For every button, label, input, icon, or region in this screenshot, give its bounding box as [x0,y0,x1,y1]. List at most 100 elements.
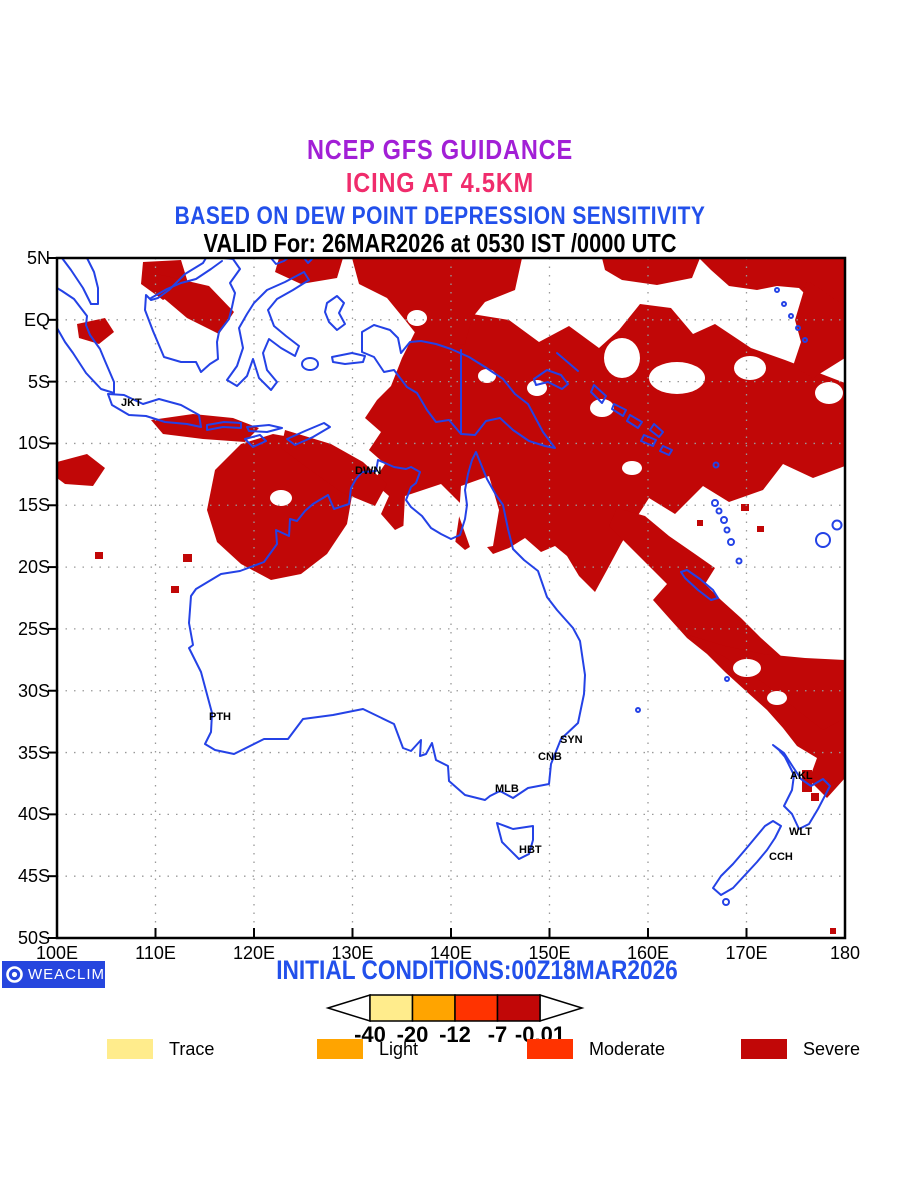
border-borneo [150,260,223,299]
map-frame [55,256,847,940]
coast-new-guinea [361,324,556,449]
lon-tick-label: 100E [35,943,79,963]
legend-label: Severe [803,1038,861,1059]
coast-vanuatu-6 [735,557,743,565]
city-label-pth: PTH [209,711,231,723]
map-plot: JKT DWN PTH SYN CNB MLB HBT AKL WLT CCH [48,256,847,940]
lon-tick-label: 170E [725,943,768,963]
coast-buru [301,357,319,371]
legend-item: Severe [741,1039,860,1059]
coast-solomons [611,403,673,456]
coast-sumba [244,434,267,448]
colorbar-tick-label: -12 [439,1022,471,1047]
axis-ticks [48,257,846,939]
city-label-mlb: MLB [495,783,519,795]
lon-tick-label: 180 [829,943,861,963]
lat-tick-label: 5N [26,248,50,268]
coast-seram [331,352,366,365]
lon-tick-label: 150E [528,943,571,963]
page-subtitle: ICING AT 4.5KM [345,167,535,198]
coast-lord-howe [635,707,641,713]
coast-vanuatu-5 [727,538,735,546]
coast-mindanao-edge2 [303,257,314,264]
legend-label: Moderate [589,1038,666,1059]
city-labels: JKT DWN PTH SYN CNB MLB HBT AKL WLT CCH [121,397,813,863]
legend-label: Light [379,1038,419,1059]
legend-swatch [107,1039,153,1059]
city-label-wlt: WLT [789,826,812,838]
coast-java [107,393,202,428]
graticule [57,258,845,938]
coast-vanuatu-2 [715,507,723,515]
coast-vanuatu-4 [723,526,731,534]
coast-micro-5 [802,337,808,343]
coast-stewart [722,898,730,906]
weaclim-logo-text: WEACLIM [28,966,106,983]
coast-nz-south [712,820,782,896]
lat-tick-label: 45S [17,866,50,887]
lon-tick-label: 120E [232,943,276,963]
lat-tick-label: 30S [17,680,50,701]
coast-flores [246,424,283,433]
coast-santa-cruz [712,461,720,469]
legend-swatch [527,1039,573,1059]
colorbar-cell [369,994,414,1022]
coast-micro-3 [788,313,794,319]
lat-tick-label: 15S [17,495,50,516]
colorbar-tick-label: -20 [396,1022,429,1047]
lat-tick-label: 10S [17,433,50,454]
coastlines [56,257,843,906]
initial-conditions-line: INITIAL CONDITIONS:00Z18MAR2026 [276,955,678,985]
coast-norfolk [724,676,730,682]
legend-swatch [741,1039,787,1059]
colorbar-tick-label: -7 [487,1022,508,1047]
city-label-cch: CCH [769,851,793,863]
lat-tick-label: 40S [17,804,50,825]
coast-borneo [144,257,241,373]
colorbar-cell [496,994,541,1022]
coast-vanuatu-1 [711,499,719,507]
legend-label: Trace [169,1038,215,1059]
coast-timor [286,422,331,446]
colorbar-cell [411,994,456,1022]
coast-new-caledonia [680,569,719,601]
coast-sulawesi [226,271,310,391]
basis-line: BASED ON DEW POINT DEPRESSION SENSITIVIT… [174,202,706,230]
icing-gaps [270,310,843,705]
coast-new-britain [533,369,569,390]
lon-tick-label: 140E [429,943,473,963]
lat-tick-label: 5S [27,371,50,392]
colorbar-left-arrow [325,993,371,1023]
weaclim-logo: WEACLIM [2,961,105,988]
coast-sumatra [56,287,115,394]
lat-tick-label: EQ [23,309,50,330]
lat-tick-label: 20S [17,557,50,578]
lat-tick-label: 35S [17,742,50,763]
weaclim-globe-icon [6,966,23,983]
lon-tick-label: 110E [135,943,176,963]
coast-halmahera [324,295,346,331]
coast-new-ireland [556,352,579,372]
coast-micro-1 [774,287,780,293]
coast-vanuatu-3 [720,516,728,524]
coast-mindanao-edge [270,257,289,265]
coast-fiji-viti [815,532,831,548]
city-label-akl: AKL [790,770,813,782]
coast-lesser-sunda [206,421,242,431]
coast-nz-north [772,744,831,830]
lon-tick-label: 130E [331,943,374,963]
coast-malay-west [61,257,92,305]
lon-tick-label: 160E [626,943,670,963]
coast-australia [188,451,586,801]
legend-item: Trace [107,1039,214,1059]
legend-item: Moderate [527,1039,665,1059]
city-label-syn: SYN [560,734,583,746]
city-label-cnb: CNB [538,751,562,763]
lat-tick-label: 25S [17,618,50,639]
city-label-hbt: HBT [519,844,542,856]
colorbar-cell [454,994,499,1022]
valid-time-line: VALID For: 26MAR2026 at 0530 IST /0000 U… [203,228,677,258]
page-title: NCEP GFS GUIDANCE [306,134,574,165]
lat-tick-label: 50S [17,928,50,948]
